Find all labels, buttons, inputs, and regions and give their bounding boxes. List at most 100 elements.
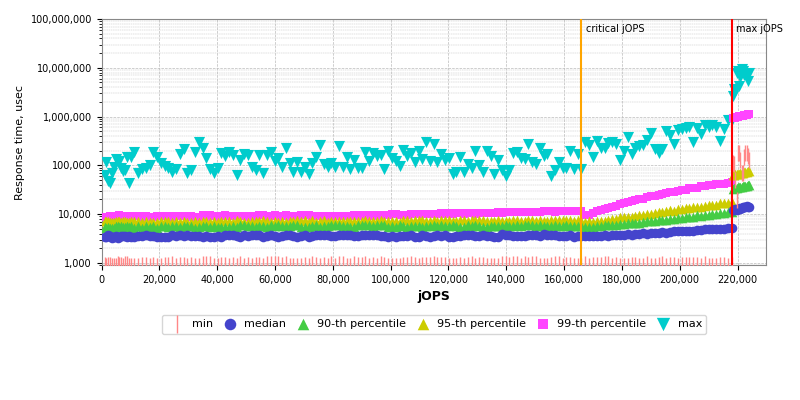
median xyxy=(698,226,711,233)
max xyxy=(477,169,490,176)
90-th percentile xyxy=(200,222,213,229)
90-th percentile xyxy=(737,183,750,190)
min xyxy=(257,263,270,269)
99-th percentile xyxy=(694,183,707,190)
median xyxy=(355,232,368,238)
min xyxy=(683,262,696,268)
95-th percentile xyxy=(215,218,228,224)
95-th percentile xyxy=(742,168,754,175)
95-th percentile xyxy=(200,218,213,224)
90-th percentile xyxy=(664,216,677,222)
median xyxy=(306,233,319,239)
95-th percentile xyxy=(185,218,198,225)
99-th percentile xyxy=(492,209,505,216)
99-th percentile xyxy=(276,213,289,219)
median xyxy=(234,234,247,240)
95-th percentile xyxy=(545,217,558,224)
95-th percentile xyxy=(351,218,364,224)
90-th percentile xyxy=(314,224,326,230)
min xyxy=(637,262,650,269)
99-th percentile xyxy=(113,212,126,218)
90-th percentile xyxy=(679,214,692,221)
99-th percentile xyxy=(549,208,562,215)
90-th percentile xyxy=(438,222,451,229)
median xyxy=(679,228,692,234)
max xyxy=(710,124,722,130)
99-th percentile xyxy=(107,213,120,219)
median xyxy=(238,232,250,238)
95-th percentile xyxy=(514,218,527,224)
median xyxy=(117,233,130,239)
min xyxy=(374,261,387,268)
max xyxy=(121,154,134,160)
99-th percentile xyxy=(454,210,466,216)
median xyxy=(150,234,163,240)
median xyxy=(637,230,650,236)
max xyxy=(530,160,542,167)
max xyxy=(378,166,391,173)
min xyxy=(366,262,379,269)
min xyxy=(510,261,523,268)
min xyxy=(100,263,113,270)
min xyxy=(121,261,134,268)
99-th percentile xyxy=(178,213,190,219)
90-th percentile xyxy=(272,222,285,228)
max xyxy=(728,86,741,93)
90-th percentile xyxy=(139,222,152,229)
90-th percentile xyxy=(522,222,535,228)
90-th percentile xyxy=(405,222,418,229)
median xyxy=(302,234,315,240)
95-th percentile xyxy=(226,219,239,225)
min xyxy=(390,262,402,269)
90-th percentile xyxy=(450,223,463,229)
95-th percentile xyxy=(664,207,677,214)
95-th percentile xyxy=(645,210,658,217)
95-th percentile xyxy=(405,217,418,224)
median xyxy=(488,233,501,240)
max xyxy=(526,159,538,165)
median xyxy=(189,233,202,239)
95-th percentile xyxy=(598,218,611,224)
90-th percentile xyxy=(683,214,696,220)
max xyxy=(564,148,577,154)
90-th percentile xyxy=(113,223,126,230)
99-th percentile xyxy=(602,204,615,211)
90-th percentile xyxy=(287,222,300,228)
90-th percentile xyxy=(726,186,739,192)
min xyxy=(629,262,642,268)
99-th percentile xyxy=(401,212,414,218)
median xyxy=(135,233,148,239)
median xyxy=(586,232,599,239)
min xyxy=(314,262,326,269)
median xyxy=(714,225,726,232)
max xyxy=(537,153,550,160)
99-th percentile xyxy=(166,214,178,220)
90-th percentile xyxy=(298,224,311,230)
90-th percentile xyxy=(694,213,707,219)
95-th percentile xyxy=(454,216,466,223)
90-th percentile xyxy=(242,223,254,229)
90-th percentile xyxy=(435,222,448,228)
99-th percentile xyxy=(110,213,122,220)
min xyxy=(645,262,658,269)
90-th percentile xyxy=(564,223,577,229)
min xyxy=(287,263,300,269)
min xyxy=(656,261,669,267)
max xyxy=(560,165,573,172)
median xyxy=(507,232,520,239)
median xyxy=(526,232,538,238)
median xyxy=(102,232,114,238)
max xyxy=(222,148,235,155)
95-th percentile xyxy=(726,172,739,178)
90-th percentile xyxy=(610,222,622,228)
99-th percentile xyxy=(564,208,577,214)
90-th percentile xyxy=(473,223,486,230)
median xyxy=(344,232,357,238)
99-th percentile xyxy=(462,210,474,216)
99-th percentile xyxy=(739,112,752,118)
95-th percentile xyxy=(178,218,190,224)
median xyxy=(633,231,646,237)
99-th percentile xyxy=(537,208,550,214)
99-th percentile xyxy=(158,213,171,219)
min xyxy=(438,262,451,268)
